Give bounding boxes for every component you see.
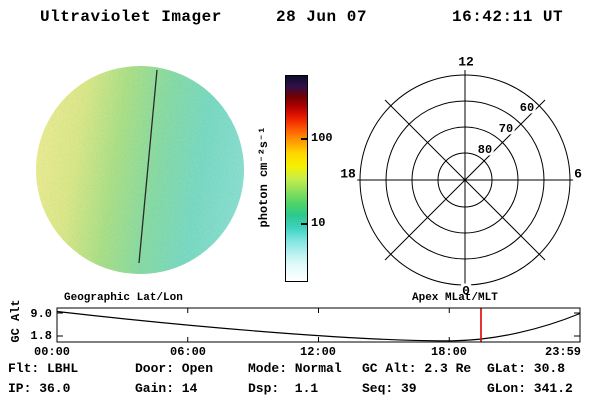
mlt-label-6: 6 [573,166,583,182]
page-title: Ultraviolet Imager [40,8,222,26]
mlat-ring-label-80: 80 [478,143,492,157]
status-flt: Flt: LBHL [8,361,79,376]
mlat-ring-label-60: 60 [520,101,534,115]
polar-plot: 60 70 80 [352,70,578,288]
colorbar [285,75,308,282]
xtick-0000: 00:00 [33,345,71,359]
xtick-1200: 12:00 [299,345,337,359]
timeline-plot [56,307,581,343]
mlt-label-0: 0 [461,283,471,299]
status-seq: Seq: 39 [362,381,417,396]
disk-noise-texture [36,66,244,274]
uv-disk-image [36,66,244,274]
mlt-label-12: 12 [457,54,475,70]
status-ip: IP: 36.0 [8,381,71,396]
colorbar-label-10: 10 [311,216,326,230]
xtick-2359: 23:59 [544,345,582,359]
header-date: 28 Jun 07 [276,8,367,26]
status-gc-alt: GC Alt: 2.3 Re [362,361,472,376]
header-time: 16:42:11 UT [452,8,564,26]
polar-spoke-diagonal [384,99,546,261]
mlat-ring-label-70: 70 [499,122,513,136]
colorbar-label-100: 100 [311,131,333,145]
xtick-1800: 18:00 [430,345,468,359]
colorbar-tick-10 [301,223,307,225]
gc-alt-curve [56,310,581,342]
status-dsp: Dsp: 1.1 [248,381,319,396]
status-glon: GLon: 341.2 [487,381,573,396]
status-gain: Gain: 14 [135,381,198,396]
timeline-left-label: Geographic Lat/Lon [64,292,183,304]
mlt-label-18: 18 [339,166,357,182]
status-mode: Mode: Normal [248,361,342,376]
disk-scan-line [138,69,158,264]
ytick-1-8: 1.8 [30,329,52,343]
status-door: Door: Open [135,361,214,376]
ytick-9: 9.0 [30,307,52,321]
xtick-0600: 06:00 [169,345,207,359]
colorbar-units-label: photon cm⁻²s⁻¹ [257,126,271,228]
timeline-right-label: Apex MLat/MLT [412,292,498,304]
status-glat: GLat: 30.8 [487,361,566,376]
colorbar-tick-100 [301,138,307,140]
